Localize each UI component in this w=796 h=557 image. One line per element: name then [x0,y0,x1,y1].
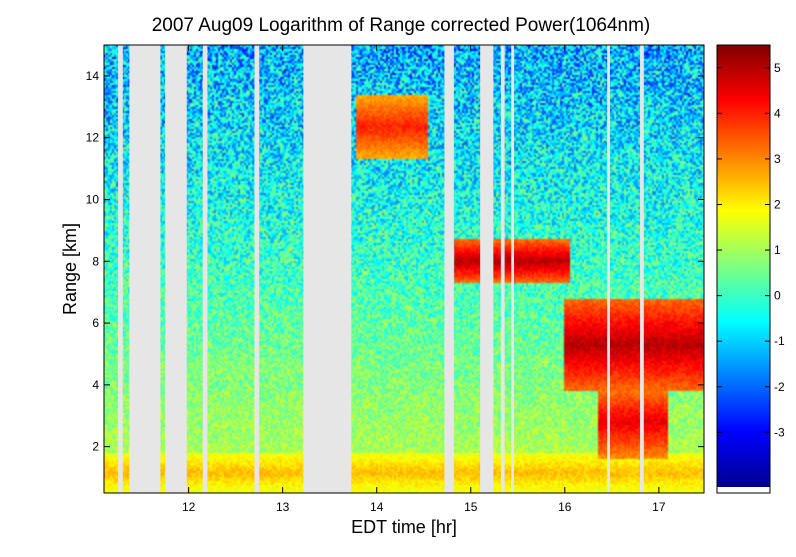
x-tick-label: 17 [652,500,666,514]
y-tick-label: 10 [86,192,100,206]
colorbar-missing-swatch [717,487,770,493]
colorbar-tick-label: -1 [774,334,785,348]
colorbar-tick-label: 2 [774,197,781,211]
data-gap [607,45,610,493]
x-tick-label: 14 [370,500,384,514]
colorbar: -3 -2 -1 0 1 2 3 4 5 [716,44,785,494]
plot-frame [103,44,705,494]
data-gap [640,45,644,493]
data-gap [118,45,123,493]
y-axis: 2 4 6 8 10 12 14 [86,69,704,454]
colorbar-tick-label: 0 [774,289,781,303]
y-tick-label: 2 [92,440,99,454]
data-gap [444,45,454,493]
y-axis-label: Range [km] [60,223,80,315]
y-tick-label: 4 [92,378,99,392]
colorbar-tick-label: -2 [774,380,785,394]
heatmap-image [104,45,704,493]
colorbar-frame [716,44,771,494]
colorbar-tick-label: 5 [774,61,781,75]
x-tick-label: 16 [558,500,572,514]
data-gap [165,45,187,493]
colorbar-gradient [717,45,770,487]
data-gap [480,45,494,493]
plot-area [104,45,704,493]
x-tick-label: 13 [276,500,290,514]
data-gap [129,45,161,493]
colorbar-ticks: -3 -2 -1 0 1 2 3 4 5 [717,61,785,439]
x-axis: 12 13 14 15 16 17 [182,45,666,514]
data-gap [254,45,260,493]
data-gap [500,45,505,493]
colorbar-tick-label: 1 [774,243,781,257]
x-tick-label: 15 [464,500,478,514]
data-gap [511,45,515,493]
y-tick-label: 6 [92,316,99,330]
colorbar-tick-label: 3 [774,152,781,166]
data-gaps [118,45,644,493]
data-gap [202,45,208,493]
colorbar-tick-label: -3 [774,425,785,439]
data-gap [303,45,352,493]
colorbar-tick-label: 4 [774,106,781,120]
y-tick-label: 8 [92,254,99,268]
x-axis-label: EDT time [hr] [351,517,457,537]
y-tick-label: 12 [86,131,100,145]
chart-title: 2007 Aug09 Logarithm of Range corrected … [152,15,651,36]
y-tick-label: 14 [86,69,100,83]
x-tick-label: 12 [182,500,196,514]
